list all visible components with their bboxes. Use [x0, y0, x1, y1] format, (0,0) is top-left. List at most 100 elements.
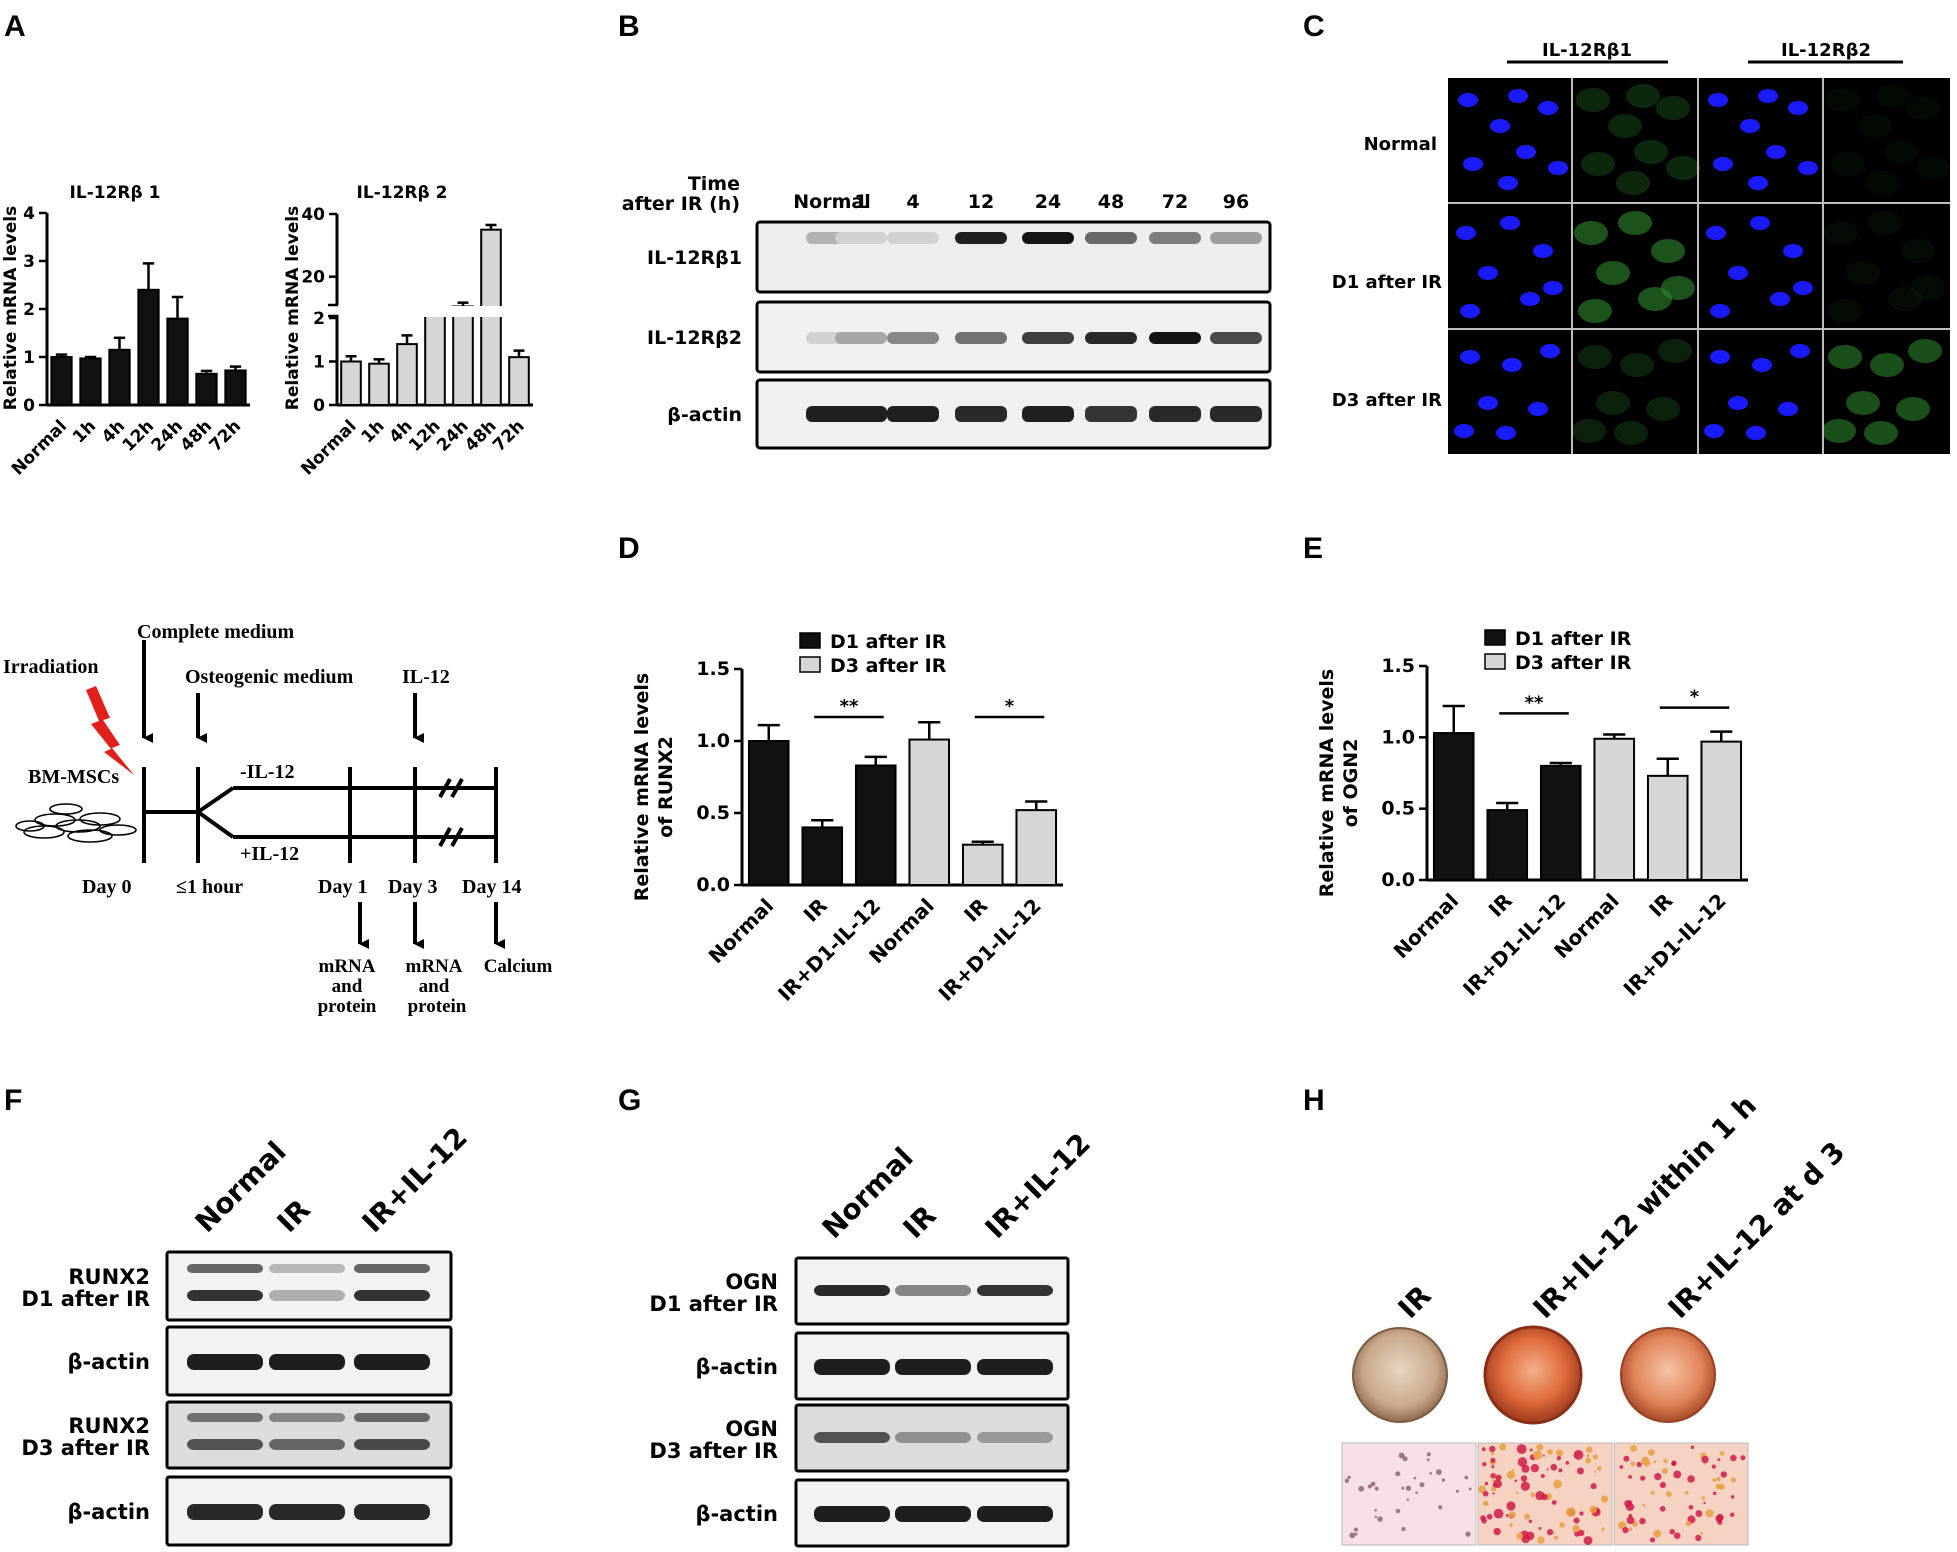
- calcium-deposit: [1493, 1527, 1501, 1536]
- chart-il12rb1-mrna: IL-12Rβ 1 Relative mRNA levels 0 1 2 3 4 Normal…: [1, 183, 250, 480]
- calcium-deposit: [1671, 1461, 1677, 1467]
- gfp-cell: [1576, 88, 1610, 112]
- calcium-deposit: [1426, 1452, 1431, 1457]
- calcium-deposit: [1718, 1483, 1725, 1490]
- calcium-deposit: [1661, 1468, 1668, 1475]
- blot-strip: [755, 378, 1272, 450]
- col-label-il12rb2: IL-12Rβ2: [1781, 40, 1871, 61]
- calcium-deposit: [1688, 1504, 1694, 1510]
- calcium-deposit: [1572, 1525, 1580, 1533]
- gfp-cell: [1916, 156, 1950, 180]
- calcium-deposit: [1556, 1456, 1562, 1461]
- bar: [1015, 809, 1058, 886]
- bar: [1432, 732, 1475, 882]
- gfp-cell: [1651, 239, 1685, 263]
- calcium-deposit: [1592, 1454, 1599, 1460]
- blot-band: [977, 1432, 1053, 1443]
- y-tick-label: 0.5: [1381, 798, 1415, 820]
- calcium-deposit: [1740, 1455, 1746, 1461]
- dapi-nucleus: [1500, 216, 1520, 230]
- x-tick-label: 1h: [69, 416, 100, 447]
- blot-band: [887, 232, 939, 244]
- calcium-deposit: [1516, 1532, 1524, 1540]
- bar: [108, 348, 131, 406]
- blot-strip: [165, 1250, 453, 1322]
- gfp-cell: [1846, 391, 1880, 415]
- calcium-deposit: [1358, 1485, 1365, 1492]
- calcium-deposit: [1711, 1464, 1716, 1469]
- calcium-deposit: [1659, 1506, 1666, 1512]
- bar: [195, 372, 218, 406]
- calcium-deposit: [1640, 1516, 1643, 1520]
- panel-label-g: G: [618, 1084, 641, 1117]
- calcium-deposit: [1553, 1479, 1562, 1489]
- calcium-deposit: [1490, 1451, 1495, 1456]
- complete-medium-label: Complete medium: [137, 621, 295, 643]
- calcium-deposit: [1491, 1478, 1495, 1482]
- il12-label: IL-12: [402, 666, 450, 688]
- calcium-deposit: [1649, 1537, 1655, 1543]
- calcium-deposit: [1712, 1478, 1717, 1482]
- blot-band: [354, 1504, 430, 1520]
- bar: [961, 843, 1004, 886]
- col-label-il12rb1: IL-12Rβ1: [1542, 40, 1632, 61]
- calcium-deposit: [1429, 1472, 1432, 1475]
- calcium-deposit: [1636, 1461, 1642, 1468]
- calcium-deposit: [1630, 1444, 1638, 1452]
- blot-band-upper: [269, 1264, 345, 1273]
- calcium-deposit: [1535, 1490, 1545, 1501]
- legend-swatch-d1: [1484, 629, 1506, 646]
- blot-band: [1085, 406, 1137, 422]
- calcium-deposit: [1701, 1455, 1709, 1464]
- plus-il12-label: +IL-12: [240, 843, 299, 865]
- calcium-deposit: [1546, 1468, 1549, 1471]
- calcium-deposit: [1455, 1489, 1459, 1493]
- calcium-deposit: [1530, 1492, 1535, 1498]
- lane-label: IR+IL-12: [979, 1127, 1097, 1245]
- calcium-deposit: [1623, 1455, 1630, 1462]
- micrograph-frame: [1341, 1442, 1477, 1546]
- calcium-deposit: [1490, 1457, 1496, 1463]
- after-ir-label: after IR (h): [622, 193, 740, 215]
- x-tick-label: 72h: [489, 416, 528, 455]
- blot-band: [187, 1290, 263, 1301]
- bar: [508, 356, 530, 406]
- gfp-cell: [1876, 84, 1910, 108]
- mrna-label-2: mRNA: [406, 956, 463, 977]
- gfp-cell: [1614, 421, 1648, 445]
- calcium-deposit: [1641, 1456, 1650, 1465]
- blot-band: [814, 1506, 890, 1522]
- dapi-nucleus: [1533, 244, 1553, 258]
- blot-band-upper: [354, 1413, 430, 1422]
- calcium-deposit: [1354, 1532, 1358, 1536]
- calcium-deposit: [1712, 1491, 1717, 1496]
- blot-band: [1149, 232, 1201, 244]
- calcium-deposit: [1546, 1529, 1554, 1536]
- dapi-nucleus: [1758, 89, 1778, 103]
- blot-band: [269, 1290, 345, 1301]
- calcium-deposit: [1406, 1498, 1410, 1501]
- calcium-deposit: [1640, 1475, 1646, 1481]
- blot-band: [1149, 406, 1201, 422]
- gfp-cell: [1868, 211, 1902, 235]
- calcium-deposit: [1540, 1474, 1545, 1479]
- day14-label: Day 14: [462, 876, 521, 898]
- y-axis-label-line1: Relative mRNA levels: [631, 673, 653, 901]
- gfp-cell: [1866, 171, 1900, 195]
- x-tick-label: IR: [1484, 889, 1517, 922]
- panel-c-immunofluorescence: IL-12Rβ1 IL-12Rβ2 Normal D1 after IR D3 …: [1332, 40, 1950, 454]
- legend-swatch-d3: [799, 656, 821, 673]
- chart-title: IL-12Rβ 2: [357, 183, 448, 203]
- lane-label: IR: [271, 1193, 317, 1239]
- calcium-deposit: [1349, 1532, 1356, 1539]
- calcium-deposit: [1547, 1449, 1553, 1455]
- gfp-cell: [1824, 221, 1858, 245]
- blot-row-label: β-actin: [695, 1502, 778, 1526]
- bm-mscs-label: BM-MSCs: [28, 766, 119, 788]
- calcium-deposit: [1705, 1509, 1714, 1518]
- calcium-deposit: [1622, 1526, 1629, 1534]
- calcium-deposit: [1344, 1478, 1350, 1483]
- blot-band: [187, 1504, 263, 1520]
- chart-il12rb2-mrna: IL-12Rβ 2 Relative mRNA levels 0 1 2 20 40 Norm…: [283, 183, 536, 480]
- dapi-nucleus: [1490, 119, 1510, 133]
